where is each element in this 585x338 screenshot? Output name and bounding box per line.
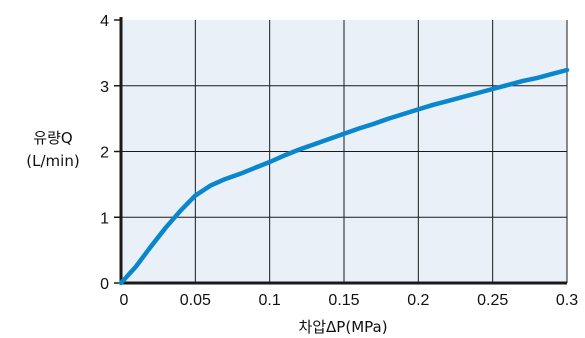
axes	[114, 17, 567, 285]
grid-lines	[121, 20, 568, 283]
y-tick-label: 4	[100, 13, 109, 30]
x-tick-label: 0.15	[328, 292, 359, 309]
y-tick-label: 3	[100, 79, 109, 96]
y-tick-label: 2	[100, 145, 109, 162]
x-tick-label: 0.3	[556, 292, 578, 309]
series-line	[118, 67, 570, 286]
x-tick-label: 0	[120, 292, 129, 309]
y-tick-label: 1	[100, 210, 109, 227]
y-tick-label: 0	[100, 276, 109, 293]
y-tick-labels: 0 1 2 3 4	[100, 13, 109, 293]
y-axis-label: 유량Q	[33, 129, 72, 147]
x-tick-label: 0.25	[477, 292, 508, 309]
x-tick-label: 0.2	[407, 292, 429, 309]
x-tick-label: 0.1	[259, 292, 281, 309]
x-tick-label: 0.05	[180, 292, 211, 309]
x-axis-label: 차압ΔP(MPa)	[298, 318, 387, 336]
y-axis-unit-label: (L/min)	[26, 152, 79, 170]
x-tick-labels: 0 0.05 0.1 0.15 0.2 0.25 0.3	[120, 292, 579, 309]
